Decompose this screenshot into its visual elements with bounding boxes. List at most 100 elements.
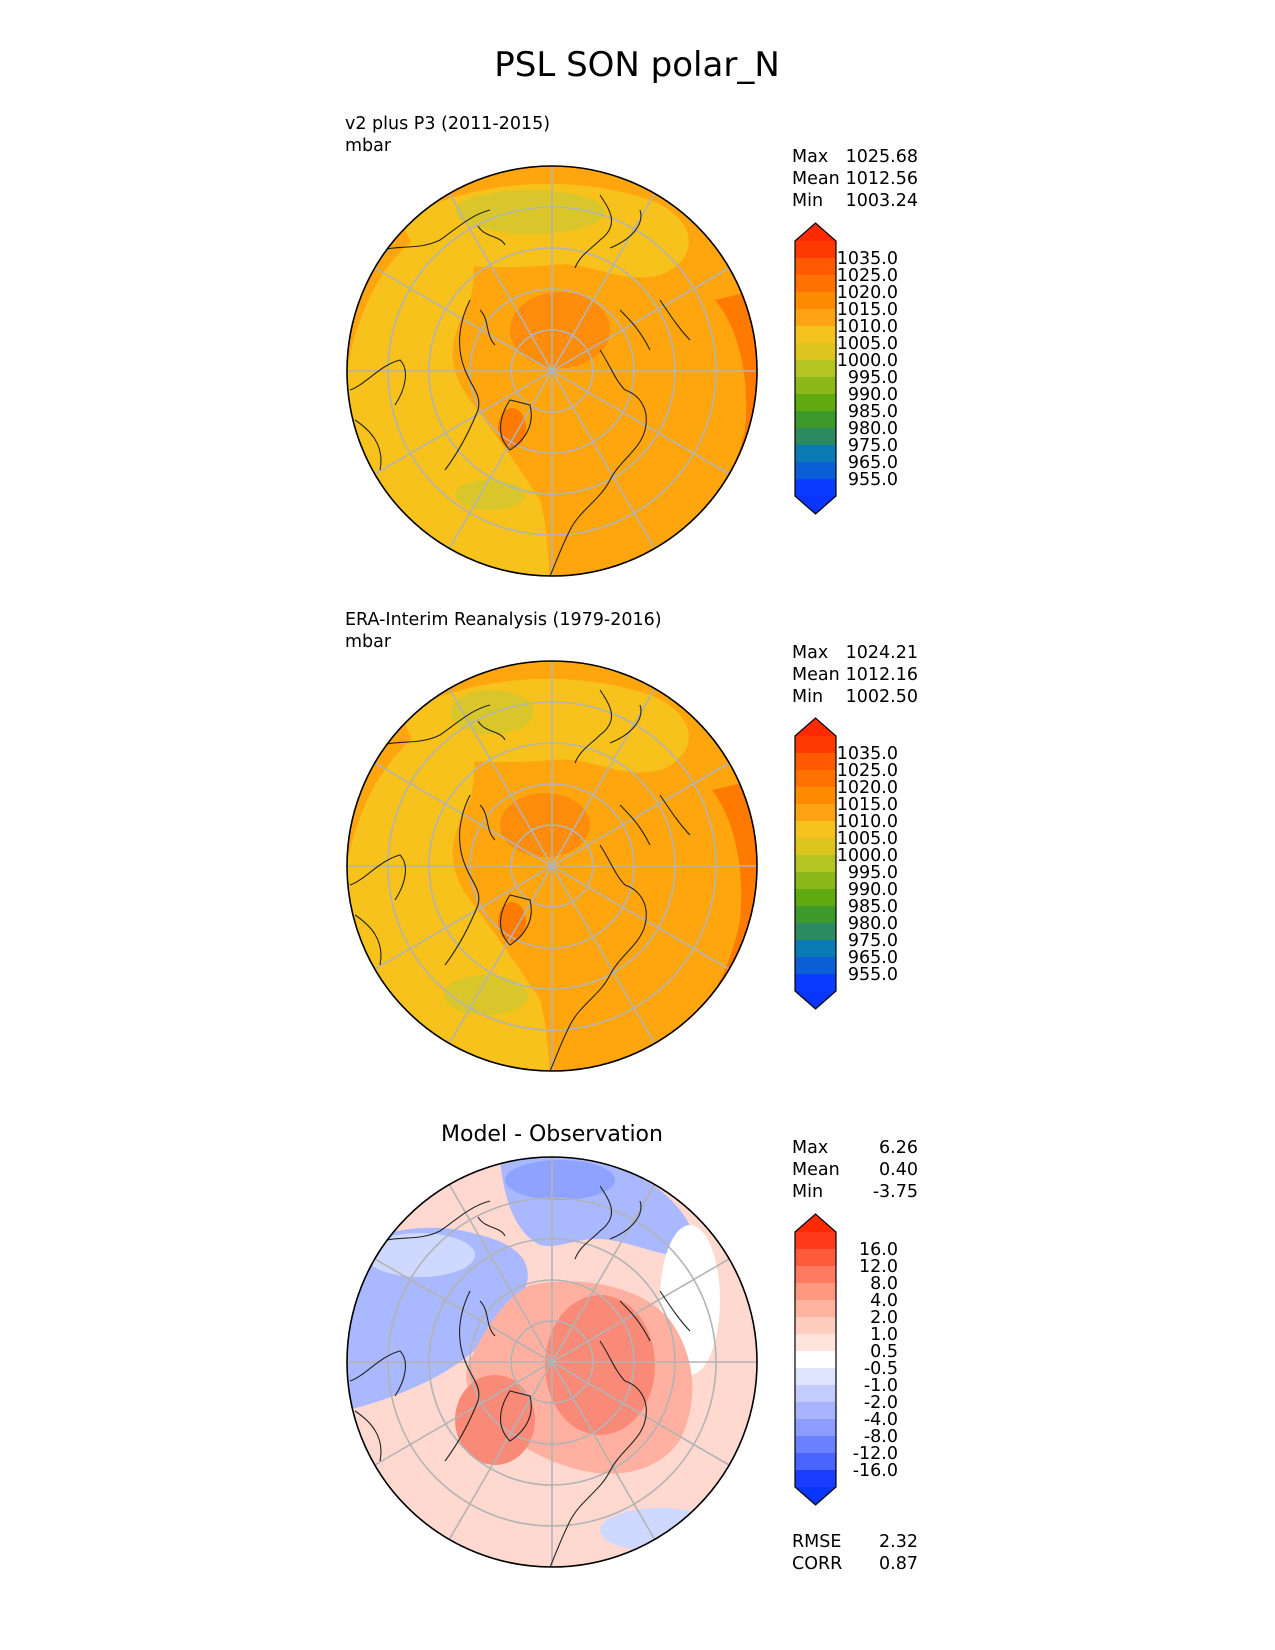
- map-field-negative-core: [505, 1160, 615, 1200]
- colorbar-segment: [795, 241, 836, 259]
- panel-difference: Model - Observation: [346, 1122, 918, 1574]
- colorbar-tick-label: 995.0: [848, 368, 898, 388]
- colorbar-segment: [795, 770, 836, 788]
- colorbar-tick-label: 1010.0: [837, 317, 898, 337]
- map-field-low-bottom: [455, 480, 525, 510]
- colorbar-tick-label: 955.0: [848, 470, 898, 490]
- colorbar-segment: [795, 275, 836, 293]
- colorbar-segment: [795, 957, 836, 975]
- colorbar-segment: [795, 1283, 836, 1301]
- colorbar-segment: [795, 940, 836, 958]
- colorbar-segment: [795, 736, 836, 754]
- colorbar-segment: [795, 974, 836, 992]
- coastlines-difference: [349, 1185, 691, 1567]
- colorbar-outline: [794, 1213, 837, 1506]
- colorbar-under-arrow: [795, 991, 836, 1009]
- colorbar-difference: 16.012.08.04.02.01.00.5-0.5-1.0-2.0-4.0-…: [794, 1213, 898, 1506]
- colorbar-segment: [795, 1351, 836, 1369]
- colorbar-segment: [795, 787, 836, 805]
- colorbar-tick-label: 980.0: [848, 419, 898, 439]
- stat-value-mean: 1012.56: [846, 169, 918, 189]
- colorbar-segment: [795, 411, 836, 429]
- colorbar-tick-label: 1020.0: [837, 283, 898, 303]
- colorbar-tick-label: 985.0: [848, 897, 898, 917]
- colorbar-tick-label: 980.0: [848, 914, 898, 934]
- colorbar-segment: [795, 394, 836, 412]
- stat-label-mean: Mean: [792, 1160, 840, 1180]
- colorbar-segment: [795, 360, 836, 378]
- colorbar-segment: [795, 1368, 836, 1386]
- panel-difference-title: Model - Observation: [441, 1122, 663, 1147]
- stat-label-min: Min: [792, 191, 823, 211]
- stat-value-rmse: 2.32: [879, 1532, 918, 1552]
- colorbar-segment: [795, 1249, 836, 1267]
- colorbar-segment: [795, 1334, 836, 1352]
- panel-test-heading: v2 plus P3 (2011-2015): [345, 114, 550, 134]
- colorbar-segment: [795, 1402, 836, 1420]
- panel-test: v2 plus P3 (2011-2015) mbar: [345, 114, 918, 577]
- stat-value-min: 1002.50: [846, 687, 918, 707]
- stat-label-max: Max: [792, 147, 828, 167]
- colorbar-tick-label: 4.0: [870, 1291, 898, 1311]
- colorbar-tick-label: 965.0: [848, 453, 898, 473]
- colorbar-segment: [795, 1470, 836, 1488]
- stat-label-max: Max: [792, 643, 828, 663]
- stat-value-max: 1025.68: [846, 147, 918, 167]
- stat-label-rmse: RMSE: [792, 1532, 841, 1552]
- stat-value-max: 1024.21: [846, 643, 918, 663]
- colorbar-tick-label: 16.0: [859, 1240, 898, 1260]
- colorbar-segment: [795, 1317, 836, 1335]
- colorbar-reference: 1035.01025.01020.01015.01010.01005.01000…: [794, 717, 898, 1010]
- stats-difference: Max 6.26 Mean 0.40 Min -3.75: [792, 1138, 918, 1202]
- colorbar-tick-label: 1025.0: [837, 761, 898, 781]
- colorbar-segment: [795, 753, 836, 771]
- colorbar-segment: [795, 309, 836, 327]
- colorbar-tick-label: 0.5: [870, 1342, 898, 1362]
- colorbar-tick-label: 1000.0: [837, 846, 898, 866]
- stat-value-min: -3.75: [873, 1182, 918, 1202]
- stat-value-mean: 0.40: [879, 1160, 918, 1180]
- graticule-reference: [347, 661, 757, 1071]
- colorbar-over-arrow: [795, 718, 836, 736]
- colorbar-segment: [795, 906, 836, 924]
- colorbar-tick-label: 1035.0: [837, 744, 898, 764]
- panel-reference-heading: ERA-Interim Reanalysis (1979-2016): [345, 610, 662, 630]
- colorbar-segment: [795, 804, 836, 822]
- colorbar-segment: [795, 1232, 836, 1250]
- colorbar-segment: [795, 428, 836, 446]
- colorbar-segment: [795, 838, 836, 856]
- colorbar-tick-label: -1.0: [864, 1376, 898, 1396]
- colorbar-segment: [795, 343, 836, 361]
- colorbar-segment: [795, 1385, 836, 1403]
- colorbar-under-arrow: [795, 1487, 836, 1505]
- stat-label-min: Min: [792, 1182, 823, 1202]
- colorbar-over-arrow: [795, 223, 836, 241]
- colorbar-segment: [795, 292, 836, 310]
- stat-value-mean: 1012.16: [846, 665, 918, 685]
- stat-label-mean: Mean: [792, 169, 840, 189]
- colorbar-segment: [795, 855, 836, 873]
- panel-reference-units: mbar: [345, 632, 392, 652]
- figure-title: PSL SON polar_N: [494, 45, 780, 85]
- colorbar-tick-label: 2.0: [870, 1308, 898, 1328]
- colorbar-segment: [795, 821, 836, 839]
- colorbar-segment: [795, 377, 836, 395]
- error-stats-difference: RMSE 2.32 CORR 0.87: [792, 1532, 918, 1574]
- colorbar-tick-label: 8.0: [870, 1274, 898, 1294]
- colorbar-outline: [794, 717, 837, 1010]
- colorbar-tick-label: -2.0: [864, 1393, 898, 1413]
- colorbar-tick-label: 1000.0: [837, 351, 898, 371]
- colorbar-tick-label: -16.0: [853, 1461, 898, 1481]
- colorbar-segment: [795, 462, 836, 480]
- colorbar-tick-label: 985.0: [848, 402, 898, 422]
- colorbar-tick-label: 1020.0: [837, 778, 898, 798]
- colorbar-tick-label: -8.0: [864, 1427, 898, 1447]
- colorbar-segment: [795, 326, 836, 344]
- map-field-negative-light: [365, 1233, 475, 1277]
- graticule-test: [347, 166, 757, 576]
- colorbar-segment: [795, 872, 836, 890]
- map-border-difference: [346, 1156, 758, 1568]
- colorbar-segment: [795, 1436, 836, 1454]
- colorbar-tick-label: 1015.0: [837, 795, 898, 815]
